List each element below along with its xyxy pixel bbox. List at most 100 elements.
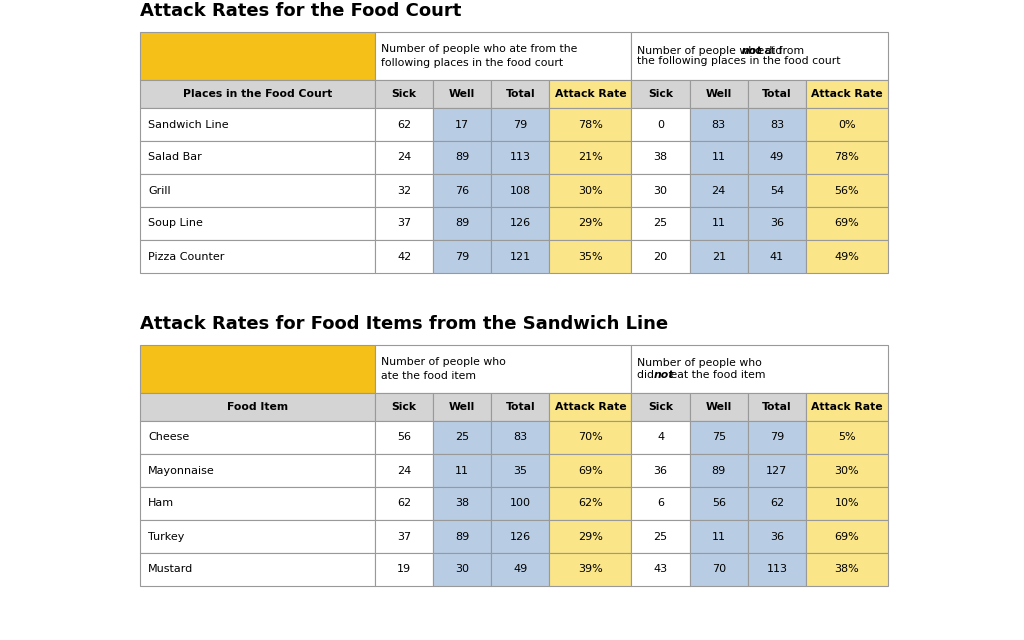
Bar — [689, 141, 748, 174]
Text: 6: 6 — [657, 499, 665, 509]
Bar — [375, 345, 632, 393]
Text: 49: 49 — [770, 152, 784, 163]
Text: 79: 79 — [770, 433, 784, 442]
Bar — [550, 141, 632, 174]
Text: Well: Well — [450, 89, 475, 99]
Text: Total: Total — [506, 89, 536, 99]
Text: 113: 113 — [510, 152, 530, 163]
Bar — [375, 553, 433, 586]
Text: 32: 32 — [397, 186, 411, 195]
Text: 11: 11 — [712, 531, 726, 541]
Text: 38: 38 — [455, 499, 469, 509]
Text: 10%: 10% — [835, 499, 859, 509]
Bar — [748, 174, 806, 207]
Text: Mayonnaise: Mayonnaise — [148, 465, 215, 476]
Text: 89: 89 — [455, 218, 469, 228]
Bar — [140, 553, 375, 586]
Bar — [748, 454, 806, 487]
Bar — [433, 520, 492, 553]
Bar — [748, 207, 806, 240]
Text: 41: 41 — [770, 252, 784, 262]
Bar — [140, 487, 375, 520]
Text: 127: 127 — [766, 465, 787, 476]
Bar — [689, 520, 748, 553]
Bar — [140, 80, 375, 108]
Bar — [433, 108, 492, 141]
Text: 100: 100 — [510, 499, 530, 509]
Text: 78%: 78% — [835, 152, 859, 163]
Text: 56: 56 — [712, 499, 726, 509]
Bar — [492, 553, 550, 586]
Bar — [492, 421, 550, 454]
Text: Attack Rate: Attack Rate — [811, 89, 883, 99]
Bar — [375, 108, 433, 141]
Text: 30: 30 — [653, 186, 668, 195]
Bar — [748, 487, 806, 520]
Text: 62: 62 — [397, 499, 411, 509]
Bar — [806, 240, 888, 273]
Text: Ham: Ham — [148, 499, 174, 509]
Text: 76: 76 — [455, 186, 469, 195]
Bar — [375, 520, 433, 553]
Text: 83: 83 — [770, 120, 784, 129]
Text: 36: 36 — [653, 465, 668, 476]
Bar — [433, 454, 492, 487]
Bar — [748, 553, 806, 586]
Bar — [689, 207, 748, 240]
Text: 89: 89 — [455, 152, 469, 163]
Text: Attack Rate: Attack Rate — [555, 402, 627, 412]
Text: Number of people who: Number of people who — [638, 358, 763, 369]
Text: Sick: Sick — [391, 402, 417, 412]
Text: 69%: 69% — [835, 218, 859, 228]
Bar — [748, 141, 806, 174]
Text: Total: Total — [762, 402, 792, 412]
Text: 21%: 21% — [579, 152, 603, 163]
Text: Well: Well — [706, 402, 732, 412]
Bar — [689, 80, 748, 108]
Text: 83: 83 — [513, 433, 527, 442]
Bar — [140, 108, 375, 141]
Bar — [806, 174, 888, 207]
Bar — [632, 454, 689, 487]
Bar — [492, 520, 550, 553]
Text: Places in the Food Court: Places in the Food Court — [183, 89, 332, 99]
Bar — [550, 108, 632, 141]
Bar — [375, 207, 433, 240]
Text: Turkey: Turkey — [148, 531, 184, 541]
Bar — [689, 487, 748, 520]
Bar — [748, 393, 806, 421]
Text: Mustard: Mustard — [148, 564, 194, 575]
Text: 89: 89 — [455, 531, 469, 541]
Bar — [806, 141, 888, 174]
Bar — [492, 487, 550, 520]
Text: Well: Well — [706, 89, 732, 99]
Bar — [689, 108, 748, 141]
Text: 62: 62 — [397, 120, 411, 129]
Text: 30%: 30% — [835, 465, 859, 476]
Bar — [492, 80, 550, 108]
Bar — [375, 454, 433, 487]
Text: 49%: 49% — [835, 252, 859, 262]
Bar — [689, 421, 748, 454]
Text: 5%: 5% — [839, 433, 856, 442]
Text: 20: 20 — [653, 252, 668, 262]
Text: the following places in the food court: the following places in the food court — [638, 56, 841, 67]
Bar — [433, 421, 492, 454]
Bar — [632, 421, 689, 454]
Text: 70: 70 — [712, 564, 726, 575]
Text: 69%: 69% — [835, 531, 859, 541]
Text: Total: Total — [506, 402, 536, 412]
Bar — [806, 454, 888, 487]
Text: Well: Well — [450, 402, 475, 412]
Bar — [375, 80, 433, 108]
Text: Food Item: Food Item — [227, 402, 288, 412]
Bar — [433, 80, 492, 108]
Text: 35: 35 — [513, 465, 527, 476]
Bar — [806, 487, 888, 520]
Text: 29%: 29% — [578, 531, 603, 541]
Text: 11: 11 — [712, 152, 726, 163]
Text: 56%: 56% — [835, 186, 859, 195]
Text: 11: 11 — [456, 465, 469, 476]
Bar — [140, 141, 375, 174]
Text: 11: 11 — [712, 218, 726, 228]
